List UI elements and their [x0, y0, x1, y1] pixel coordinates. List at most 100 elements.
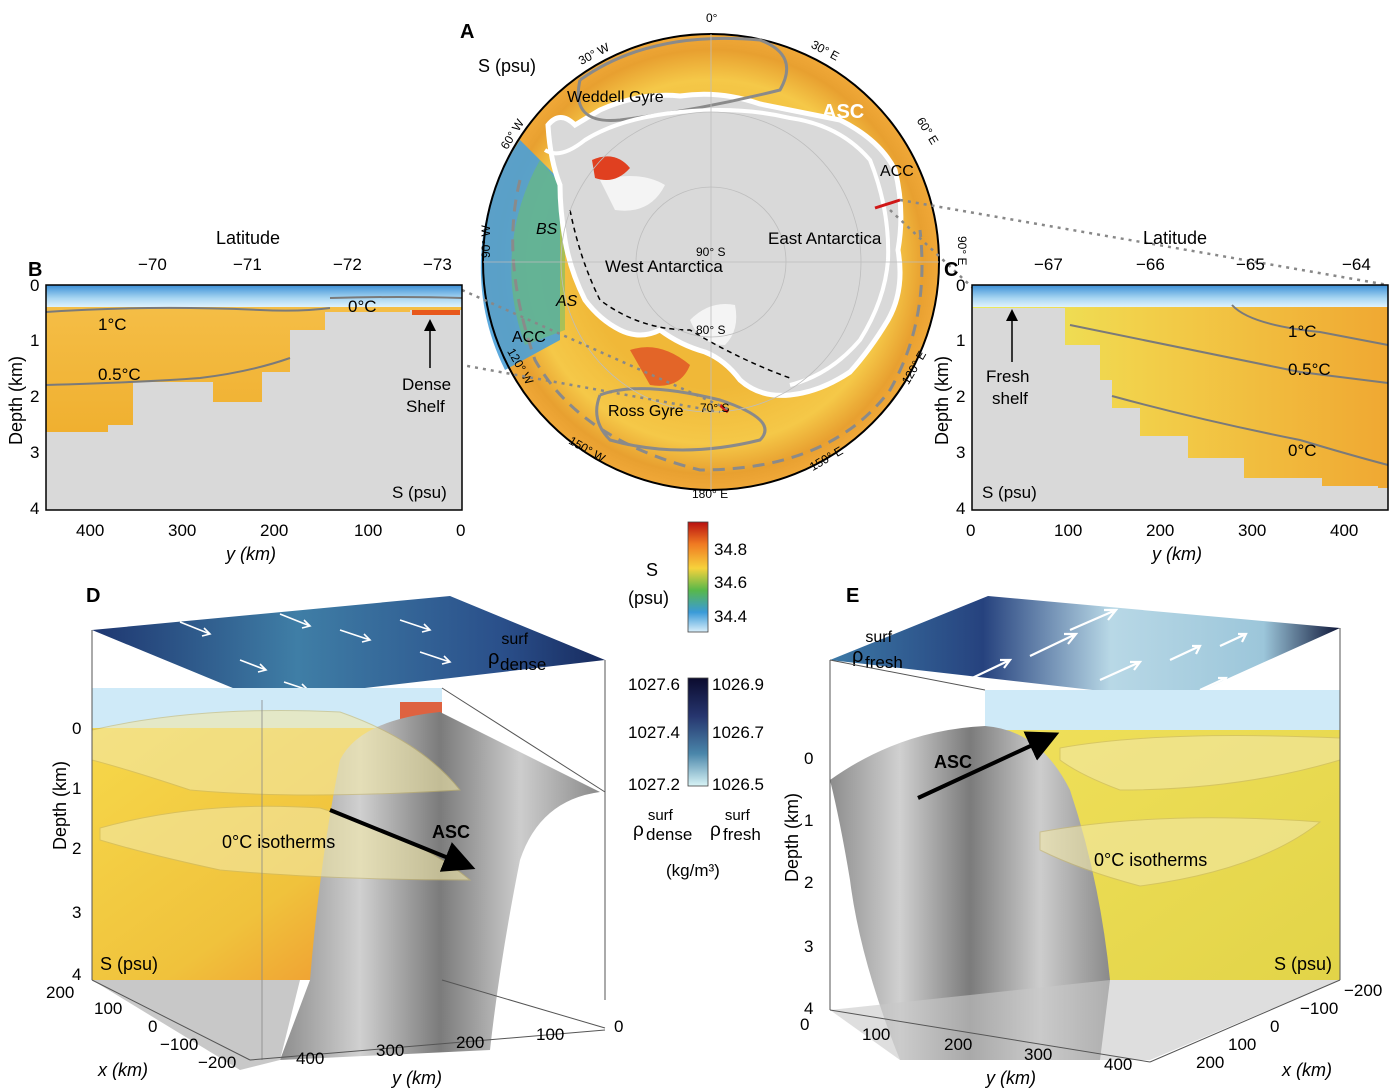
e-frame-line [829, 1009, 1151, 1063]
b-surface-layer [46, 285, 462, 307]
weddell-salty-patch [592, 156, 630, 181]
e-x-tick: −100 [1300, 999, 1338, 1018]
density-right-tick: 1026.7 [712, 723, 764, 742]
c-contour-label: 0°C [1288, 441, 1317, 460]
d-depth-tick: 2 [72, 839, 81, 858]
b-y-tick: 3 [30, 443, 39, 462]
c-y-tick: 2 [956, 387, 965, 406]
e-depth-tick: 0 [804, 749, 813, 768]
e-surface-label-sup: surf [865, 629, 892, 646]
e-shelf-floor [830, 980, 1340, 1060]
c-contour-1c [1231, 304, 1389, 346]
ronne-ice-shelf [600, 176, 665, 211]
c-x-tick: 200 [1146, 521, 1174, 540]
d-depth-tick: 0 [72, 719, 81, 738]
lon-label-0: 0° [706, 11, 718, 25]
b-top-tick: −73 [423, 255, 452, 274]
flow-arrow [179, 621, 212, 637]
flow-arrow [279, 613, 312, 629]
e-surface-label-sub: fresh [865, 653, 903, 672]
ross-salty-patch [630, 347, 690, 386]
acc-front-dashed [511, 179, 924, 472]
c-contour-label: 1°C [1288, 322, 1317, 341]
e-asc-arrow [917, 731, 1060, 800]
graticule-80S [635, 186, 787, 338]
e-x-tick: 100 [1228, 1035, 1256, 1054]
b-contour-label: 1°C [98, 315, 127, 334]
c-annotation: shelf [992, 389, 1028, 408]
density-right-tick: 1026.9 [712, 675, 764, 694]
panel-c-section: C Latitude −67 −66 −65 −64 1°C 0.5°C 0°C… [932, 228, 1389, 564]
e-surface-density-plane [830, 596, 1340, 700]
e-y2-axis-title: y (km) [984, 1068, 1036, 1088]
salinity-colorbar-title: S [646, 560, 658, 580]
lon-label-60e: 60° E [914, 115, 941, 147]
connector-line [461, 288, 731, 412]
e-depth-tick: 4 [804, 999, 813, 1018]
weddell-gyre-stream [576, 36, 789, 122]
label-asc: ASC [822, 101, 864, 123]
c-contour-05c [1069, 324, 1389, 384]
ross-gyre-stream [595, 387, 767, 452]
flow-arrow [339, 629, 372, 643]
salinity-colorbar-tick: 34.8 [714, 540, 747, 559]
b-x-tick: 100 [354, 521, 382, 540]
d-frame-line [441, 979, 606, 1029]
density-right-label-sub: fresh [723, 825, 761, 844]
e-y2-tick: 0 [800, 1015, 809, 1034]
e-y2-tick: 200 [944, 1035, 972, 1054]
b-annotation: Dense [402, 375, 451, 394]
e-depth-tick: 2 [804, 873, 813, 892]
asc-stream [543, 108, 891, 387]
c-surface-layer [972, 285, 1388, 307]
map-unit-label: S (psu) [478, 56, 536, 76]
d-isotherm-sheet [99, 805, 472, 881]
e-frame-line [1149, 979, 1341, 1063]
flow-arrow [1219, 632, 1248, 647]
c-unit-label: S (psu) [982, 483, 1037, 502]
e-isotherm-sheet [1059, 735, 1341, 791]
flow-arrow [1069, 608, 1119, 632]
c-y-tick: 4 [956, 499, 965, 518]
shelf-break-contour [569, 209, 791, 379]
d-x-tick: 0 [148, 1017, 157, 1036]
c-top-tick: −64 [1342, 255, 1371, 274]
b-x-tick: 300 [168, 521, 196, 540]
graticule-70S [560, 111, 862, 413]
d-x-tick: 100 [94, 999, 122, 1018]
b-x-tick: 0 [456, 521, 465, 540]
d-frame-line [441, 687, 606, 793]
section-line-c [874, 198, 901, 210]
b-x-tick: 200 [260, 521, 288, 540]
d-y2-tick: 200 [456, 1033, 484, 1052]
d-surface-label-sub: dense [500, 655, 546, 674]
e-depth-tick: 3 [804, 937, 813, 956]
ross-ice-shelf [690, 304, 737, 345]
density-colorbar-ramp [687, 677, 709, 787]
density-right-label-sup: surf [725, 807, 751, 824]
panel-label-d: D [86, 585, 100, 607]
b-contour-0c [329, 296, 463, 299]
b-ocean-fill [46, 285, 462, 432]
e-y2-tick: 400 [1104, 1055, 1132, 1074]
c-contour-label: 0.5°C [1288, 360, 1331, 379]
panel-label-a: A [460, 21, 474, 43]
e-surface-label: ρsurf fresh [852, 629, 903, 672]
e-y-axis-title: Depth (km) [782, 793, 802, 882]
b-y-tick: 0 [30, 276, 39, 295]
c-top-tick: −67 [1034, 255, 1063, 274]
panel-label-c: C [944, 259, 958, 281]
d-isotherm-sheet [91, 710, 461, 796]
d-y2-tick: 300 [376, 1041, 404, 1060]
b-top-tick: −70 [138, 255, 167, 274]
salinity-colorbar: S (psu) 34.8 34.6 34.4 [628, 521, 747, 633]
b-top-tick: −71 [233, 255, 262, 274]
c-y-tick: 0 [956, 276, 965, 295]
label-west-antarctica: West Antarctica [605, 257, 723, 276]
density-right-label-main: ρ [710, 820, 721, 841]
pacific-green-band [511, 160, 565, 345]
panel-d-3d: D ρsurf dense ASC 0°C is [46, 585, 623, 1088]
d-x-tick: −200 [198, 1053, 236, 1072]
c-x-tick: 0 [966, 521, 975, 540]
